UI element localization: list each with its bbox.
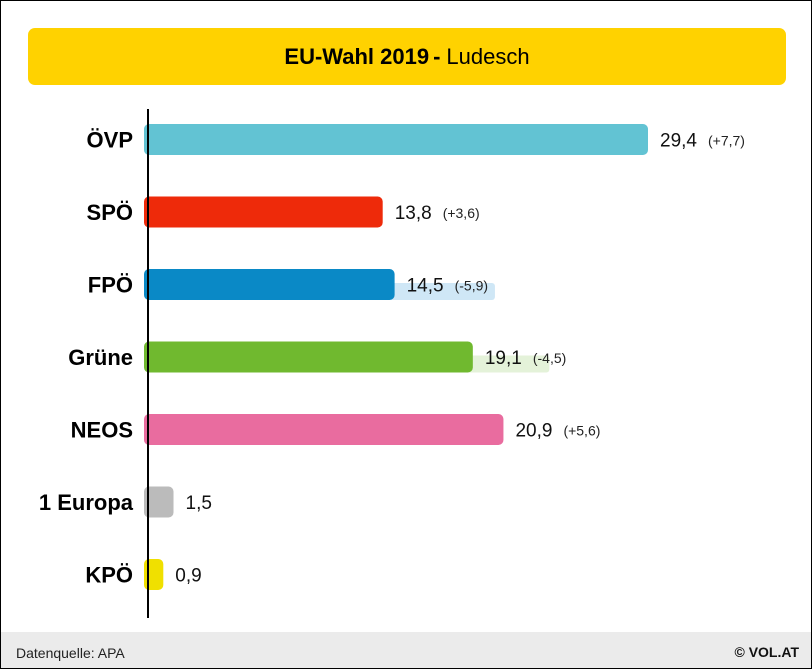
category-label: NEOS — [71, 418, 133, 443]
copyright: © VOL.AT — [734, 644, 800, 660]
category-label: 1 Europa — [39, 490, 134, 515]
data-source: Datenquelle: APA — [16, 645, 125, 661]
category-label: SPÖ — [87, 200, 133, 225]
title-separator: - — [433, 43, 441, 69]
category-label: FPÖ — [88, 273, 133, 298]
change-label: (+5,6) — [563, 423, 600, 439]
bar — [144, 559, 164, 590]
title-bar: EU-Wahl 2019 - Ludesch — [28, 28, 786, 85]
category-label: Grüne — [68, 345, 133, 370]
category-label: KPÖ — [85, 563, 133, 588]
bar — [144, 124, 648, 155]
bar — [144, 414, 504, 445]
change-label: (+3,6) — [443, 205, 480, 221]
category-label: ÖVP — [87, 128, 133, 153]
data-label: 14,5 — [407, 276, 444, 297]
chart-subtitle: Ludesch — [446, 43, 530, 69]
data-label: 13,8 — [395, 203, 432, 224]
data-label: 0,9 — [175, 566, 201, 587]
change-label: (-5,9) — [455, 278, 488, 294]
data-label: 29,4 — [660, 131, 697, 152]
data-label: 1,5 — [186, 493, 212, 514]
data-label: 20,9 — [515, 421, 552, 442]
change-label: (-4,5) — [533, 350, 566, 366]
bar — [144, 196, 383, 228]
bar — [144, 486, 174, 518]
footer: Datenquelle: APA © VOL.AT — [1, 632, 811, 668]
chart-title: EU-Wahl 2019 — [284, 43, 430, 69]
data-label: 19,1 — [485, 348, 522, 369]
bar-chart: ÖVP 29,4 (+7,7) SPÖ 13,8 (+3,6) FPÖ 14,5 (-5,9) G… — [39, 109, 745, 618]
bar — [144, 341, 473, 373]
change-label: (+7,7) — [708, 133, 745, 149]
bar — [144, 269, 395, 300]
